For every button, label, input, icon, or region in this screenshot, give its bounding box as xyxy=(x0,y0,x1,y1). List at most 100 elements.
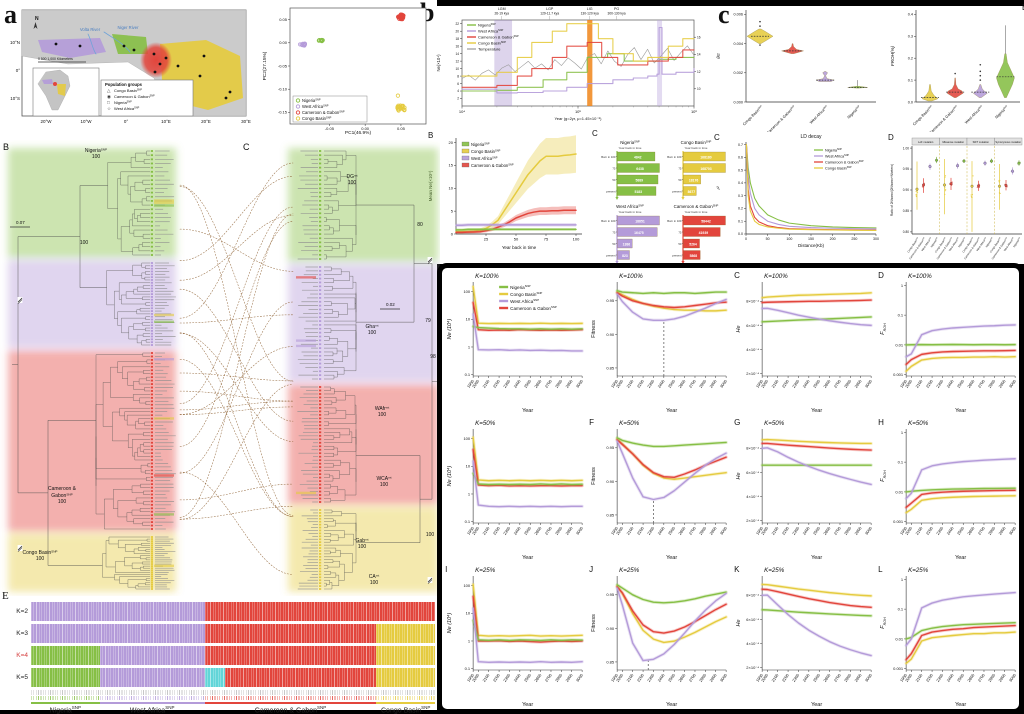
svg-text:2900: 2900 xyxy=(564,378,574,389)
sample-point-ci xyxy=(153,70,157,74)
svg-text:Year: Year xyxy=(522,555,533,561)
series-nigeria xyxy=(472,619,583,642)
svg-text:Year: Year xyxy=(811,702,822,708)
svg-text:present: present xyxy=(672,190,682,194)
svg-text:2800: 2800 xyxy=(554,378,564,389)
svg-text:LD decay: LD decay xyxy=(800,134,822,140)
svg-text:2300: 2300 xyxy=(502,672,512,683)
svg-text:100: 100 xyxy=(378,412,387,418)
svg-text:2200: 2200 xyxy=(924,378,934,389)
svg-text:2900: 2900 xyxy=(853,672,863,683)
svg-text:2400: 2400 xyxy=(657,378,667,389)
theta-pi-violin: 0.000 0.002 0.004 0.006 θπ Congo BasinSNPCame… xyxy=(716,10,876,132)
svg-text:K=50%: K=50% xyxy=(764,420,785,427)
mean-west_africa xyxy=(1011,169,1014,173)
svg-text:2900: 2900 xyxy=(853,378,863,389)
svg-text:0.001: 0.001 xyxy=(893,519,904,524)
svg-text:K: K xyxy=(734,565,740,574)
temperature-series xyxy=(461,45,695,81)
svg-text:0: 0 xyxy=(451,231,454,236)
svg-text:1: 1 xyxy=(901,577,904,582)
svg-text:2600: 2600 xyxy=(966,378,976,389)
svg-text:PC2(27.15%): PC2(27.15%) xyxy=(262,51,268,80)
tangle-line xyxy=(179,288,294,422)
svg-text:-0.15: -0.15 xyxy=(278,110,288,115)
svg-text:West AfricaSNP: West AfricaSNP xyxy=(114,106,140,111)
svg-text:N: N xyxy=(35,16,39,22)
svg-text:2500: 2500 xyxy=(667,378,677,389)
svg-text:30°E: 30°E xyxy=(241,119,251,124)
svg-text:6×10⁻⁴: 6×10⁻⁴ xyxy=(746,470,759,475)
series-congo_basin xyxy=(616,585,728,644)
svg-text:50: 50 xyxy=(514,237,519,242)
svg-text:F: F xyxy=(589,418,594,427)
series-nigeria xyxy=(745,144,877,229)
svg-text:Year: Year xyxy=(955,555,966,561)
series-west_africa xyxy=(905,591,1016,647)
svg-text:Congo BasinSNP: Congo BasinSNP xyxy=(471,149,501,154)
series-cameroon_gabon xyxy=(461,41,695,88)
svg-text:5: 5 xyxy=(451,208,454,213)
svg-text:Year: Year xyxy=(666,408,677,414)
series-congo_basin xyxy=(760,583,872,597)
svg-text:Year: Year xyxy=(522,702,533,708)
svg-text:2400: 2400 xyxy=(512,525,522,536)
svg-text:15: 15 xyxy=(449,163,454,168)
svg-text:Ne (10⁴): Ne (10⁴) xyxy=(446,465,453,486)
svg-text:2600: 2600 xyxy=(677,525,687,536)
sample-id-strip xyxy=(376,696,435,700)
svg-text:50: 50 xyxy=(678,242,682,246)
svg-text:100: 100 xyxy=(36,556,45,562)
series-nigeria xyxy=(616,437,728,448)
svg-text:r²: r² xyxy=(716,186,721,190)
svg-text:Year: Year xyxy=(666,702,677,708)
svg-text:2200: 2200 xyxy=(780,525,790,536)
svg-text:FROH: FROH xyxy=(880,617,887,629)
svg-text:75: 75 xyxy=(678,231,682,235)
violin-congo_basin xyxy=(921,84,939,102)
svg-text:B: B xyxy=(3,142,9,152)
svg-text:3000: 3000 xyxy=(863,525,873,536)
series-nigeria xyxy=(905,622,1016,640)
founder-bar xyxy=(617,215,660,226)
svg-text:Cameroon & GabonSNP: Cameroon & GabonSNP xyxy=(674,203,719,209)
svg-text:50: 50 xyxy=(766,237,770,241)
svg-text:B: B xyxy=(428,131,433,140)
svg-text:Congo BasinSNP: Congo BasinSNP xyxy=(22,549,57,556)
svg-text:2100: 2100 xyxy=(770,525,780,536)
svg-text:FROH(%): FROH(%) xyxy=(890,45,895,66)
svg-text:0.2: 0.2 xyxy=(908,56,913,60)
svg-text:50: 50 xyxy=(612,242,616,246)
sample-point-tr xyxy=(176,64,180,68)
svg-text:2500: 2500 xyxy=(811,672,821,683)
svg-text:75: 75 xyxy=(678,167,682,171)
svg-text:Synonymous mutation: Synonymous mutation xyxy=(995,140,1021,144)
svg-text:100: 100 xyxy=(58,499,67,505)
svg-text:2700: 2700 xyxy=(832,378,842,389)
svg-text:□: □ xyxy=(107,100,110,105)
svg-text:0.90: 0.90 xyxy=(607,626,616,631)
svg-text:2200: 2200 xyxy=(924,672,934,683)
svg-text:2000: 2000 xyxy=(615,378,625,389)
svg-text:2000: 2000 xyxy=(904,672,914,683)
svg-text:I: I xyxy=(445,565,447,574)
series-cameroon_gabon xyxy=(760,588,872,609)
svg-text:WAfrmt: WAfrmt xyxy=(375,405,390,412)
svg-text:0.00: 0.00 xyxy=(361,126,370,131)
admixture-segment-cameroon_gabon xyxy=(204,646,377,665)
svg-text:2600: 2600 xyxy=(966,525,976,536)
svg-text:LoF mutation: LoF mutation xyxy=(918,140,934,144)
svg-text:0: 0 xyxy=(745,237,747,241)
svg-text:B: B xyxy=(1022,3,1024,12)
mean-west_africa xyxy=(983,161,987,165)
svg-text:1950: 1950 xyxy=(610,378,620,389)
admixture-row-label: K=2 xyxy=(16,608,28,615)
svg-text:1: 1 xyxy=(468,491,471,496)
svg-text:K=100%: K=100% xyxy=(619,273,643,280)
svg-text:2200: 2200 xyxy=(636,378,646,389)
founder-bar xyxy=(683,227,721,237)
svg-text:West AfricaSNP: West AfricaSNP xyxy=(478,29,504,34)
